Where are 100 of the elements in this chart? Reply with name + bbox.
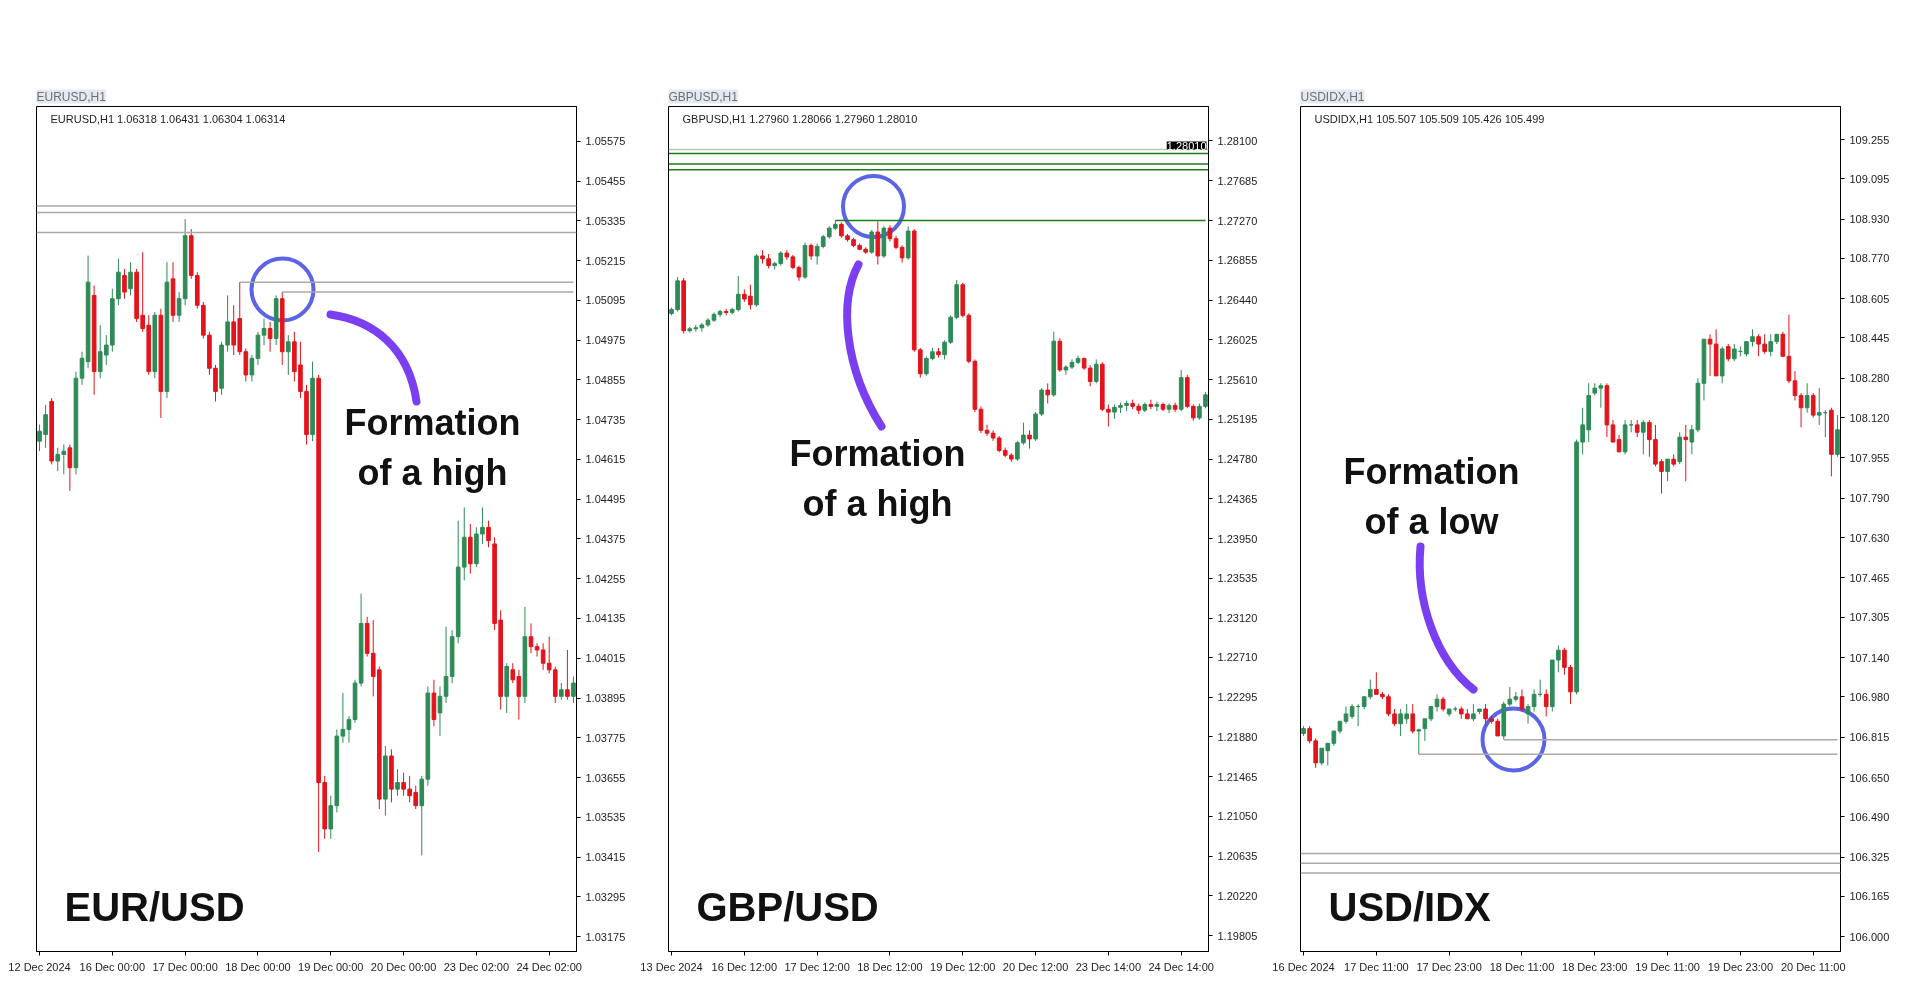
text: USDIDX,H1 105.507 105.509 105.426 105.499 [1314,112,1545,125]
candlestick [67,444,73,492]
ref-line-label: 1.28010 [1166,139,1207,152]
candlestick [480,506,485,545]
candlestick [267,321,273,353]
y-tick-label: 1.20635 [1217,850,1258,863]
y-tick-label: 1.04735 [585,413,626,426]
y-tick-label: 108.930 [1849,213,1890,226]
y-tick-label: 1.20220 [1217,889,1258,902]
x-tick-label: 13 Dec 2024 [640,960,703,973]
candlestick [1804,382,1810,414]
y-tick-label: 1.03655 [585,771,626,784]
y-tick-label: 1.24365 [1217,492,1258,505]
candlestick [249,354,255,383]
y-tick-label: 106.000 [1849,930,1890,943]
y-tick-label: 108.280 [1849,372,1890,385]
y-tick-label: 1.25195 [1217,413,1258,426]
candlestick [1640,419,1646,455]
y-tick-label: 106.980 [1849,690,1890,703]
y-tick-label: 1.25610 [1217,373,1258,386]
candlestick [1683,424,1689,482]
candlestick [1810,392,1816,419]
candlestick [395,768,400,797]
candlestick [176,291,182,323]
y-tick-label: 106.650 [1849,771,1890,784]
candlestick [1816,387,1822,426]
y-tick-label: 1.23535 [1217,572,1258,585]
candlestick [565,649,570,701]
chart-title: EURUSD,H1 [36,89,107,104]
candlestick [225,294,230,353]
candlestick [243,347,249,383]
x-tick-label: 17 Dec 23:00 [1416,960,1482,973]
x-tick-label: 20 Dec 00:00 [370,960,437,973]
y-tick-label: 1.05575 [585,135,626,148]
annotation: Formation of a high [789,433,966,524]
x-tick-label: 19 Dec 00:00 [298,960,364,973]
y-tick-label: 1.23950 [1217,532,1258,545]
y-tick-label: 1.05455 [585,175,626,188]
y-tick-label: 1.03775 [585,731,626,744]
candlestick [723,308,729,316]
y-tick-label: 1.05335 [585,214,626,227]
y-tick-label: 107.955 [1849,451,1890,464]
y-tick-label: 1.24780 [1217,453,1258,466]
candlestick [1416,728,1422,755]
y-tick-label: 1.05215 [585,254,626,267]
y-tick-label: 107.630 [1849,531,1890,544]
x-tick-label: 24 Dec 14:00 [1148,960,1214,973]
y-tick-label: 1.23120 [1217,612,1258,625]
candlestick [486,520,491,548]
candlestick [1093,358,1099,384]
x-tick-label: 16 Dec 2024 [1272,960,1335,973]
y-tick-label: 1.03295 [585,890,626,903]
y-tick-label: 1.04975 [585,334,626,347]
y-tick-label: 1.28100 [1217,134,1258,147]
y-tick-label: 1.04375 [585,532,626,545]
chart-title: GBPUSD,H1 [668,89,739,104]
candlestick [869,229,875,255]
chart-title: USDIDX,H1 [1300,89,1365,104]
candlestick [1313,737,1318,769]
candlestick [285,334,291,376]
y-tick-label: 1.19805 [1217,929,1258,942]
x-tick-label: 18 Dec 00:00 [225,960,291,973]
candlestick [261,318,267,346]
y-tick-label: 108.770 [1849,252,1890,265]
candlestick [1166,403,1172,414]
candlestick [128,261,133,296]
x-tick-label: 19 Dec 11:00 [1635,960,1700,973]
candlestick [984,424,990,437]
x-tick-label: 19 Dec 23:00 [1707,960,1774,973]
y-tick-label: 1.26855 [1217,254,1258,267]
y-tick-label: 1.04495 [585,493,626,506]
y-tick-label: 1.04015 [585,652,626,665]
candlestick [255,331,261,366]
candlestick [1610,419,1616,443]
x-tick-label: 18 Dec 12:00 [857,960,923,973]
y-tick-label: 1.21465 [1217,770,1258,783]
y-tick-label: 107.140 [1849,651,1890,664]
y-tick-label: 106.490 [1849,810,1890,823]
x-tick-label: 18 Dec 23:00 [1562,960,1628,973]
y-tick-label: 1.21050 [1217,810,1258,823]
candlestick [1027,429,1032,450]
y-tick-label: 1.05095 [585,294,626,307]
candlestick [1598,382,1604,409]
y-tick-label: 1.04855 [585,373,626,386]
x-tick-label: 16 Dec 00:00 [79,960,146,973]
y-tick-label: 1.21880 [1217,730,1258,743]
text: EURUSD,H1 1.06318 1.06431 1.06304 1.06314 [50,112,286,125]
y-tick-label: 108.120 [1849,411,1890,424]
candlestick [122,268,127,300]
candlestick [875,220,881,266]
candlestick [1063,364,1069,376]
y-tick-label: 1.22710 [1217,651,1258,664]
x-tick-label: 16 Dec 12:00 [711,960,778,973]
x-tick-label: 12 Dec 2024 [8,960,71,973]
candlestick [1519,688,1525,712]
y-tick-label: 107.465 [1849,571,1890,584]
text: GBPUSD,H1 1.27960 1.28066 1.27960 1.28010 [682,112,918,125]
candlestick [1665,458,1670,482]
candlestick [1513,691,1519,703]
candlestick [1543,688,1549,717]
